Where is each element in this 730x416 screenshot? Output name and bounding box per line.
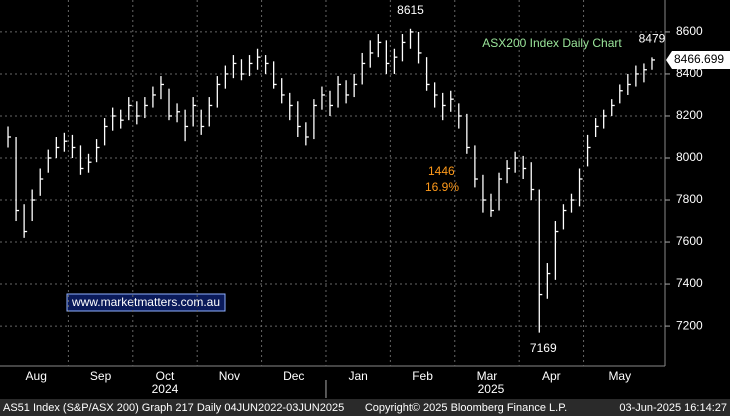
year-label: 2024 [152,382,179,396]
y-tick-label: 8000 [676,150,703,164]
x-tick-label: Dec [283,369,304,383]
last-price-box [666,50,730,69]
y-tick-label: 7600 [676,234,703,248]
watermark-box [66,293,226,312]
y-tick-label: 7200 [676,318,703,332]
y-tick-label: 8200 [676,108,703,122]
x-tick-label: May [608,369,631,383]
year-label: 2025 [478,382,505,396]
x-tick-label: Aug [26,369,47,383]
drawdown-percent: 16.9% [425,180,459,194]
footer-left: AS51 Index (S&P/ASX 200) Graph 217 Daily… [3,402,344,414]
x-tick-label: Nov [219,369,240,383]
y-tick-label: 7400 [676,276,703,290]
x-tick-label: Mar [477,369,498,383]
footer-center: Copyright© 2025 Bloomberg Finance L.P. [365,402,567,414]
y-tick-label: 8400 [676,66,703,80]
watermark: www.marketmatters.com.au [71,295,220,309]
y-tick-label: 7800 [676,192,703,206]
footer-band [0,399,730,416]
x-tick-label: Apr [542,369,561,383]
last-price-label: 8466.699 [674,52,724,66]
trough-label: 7169 [530,341,557,355]
y-tick-label: 8600 [676,24,703,38]
x-tick-label: Jan [348,369,367,383]
peak-label: 8615 [397,3,424,17]
x-tick-label: Feb [412,369,433,383]
x-tick-label: Oct [156,369,175,383]
footer-right: 03-Jun-2025 16:14:27 [619,402,727,414]
x-tick-label: Sep [90,369,112,383]
drawdown-points: 1446 [428,164,455,178]
peak-label: 8479 [639,32,666,46]
chart-title: ASX200 Index Daily Chart [482,36,622,50]
